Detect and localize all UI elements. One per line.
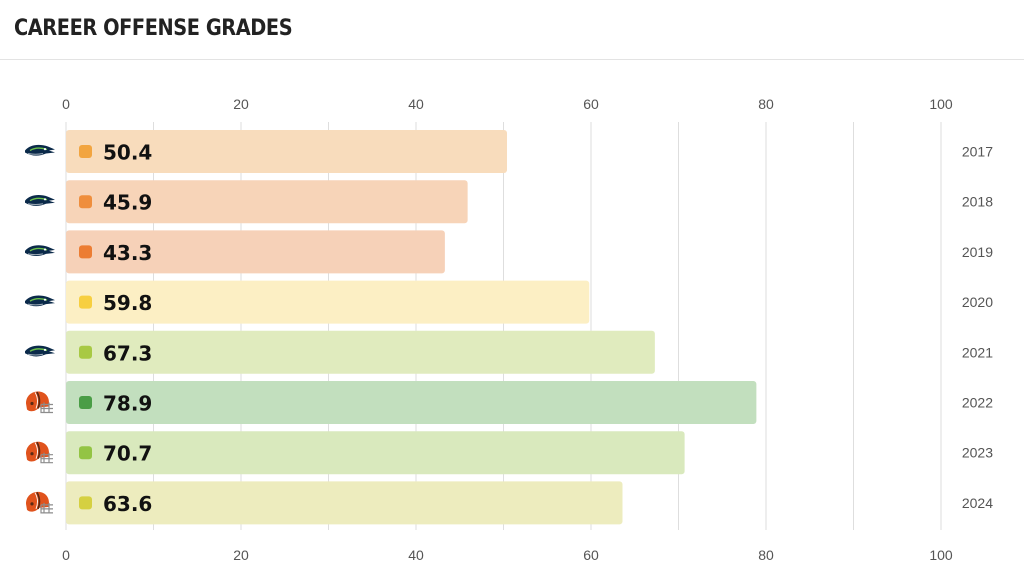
grade-value-label: 43.3 [103,241,152,265]
chart-header: CAREER OFFENSE GRADES [0,0,1024,60]
season-year-label: 2022 [962,395,993,411]
bar-row: 50.4 2017 [25,130,993,173]
browns-helmet-icon [26,441,53,464]
grade-color-dot [79,345,92,359]
season-year-label: 2017 [962,144,993,160]
grade-value-label: 78.9 [103,392,152,416]
grade-color-dot [79,145,92,158]
x-tick-label-bottom: 60 [583,547,599,563]
page-title: CAREER OFFENSE GRADES [14,16,293,41]
bar-row: 45.9 2018 [25,180,993,224]
grade-bar [66,230,445,274]
bar-row: 59.8 2020 [25,280,993,324]
x-tick-label-bottom: 20 [233,547,249,563]
x-tick-label-bottom: 80 [758,547,774,563]
season-year-label: 2024 [962,495,993,511]
season-year-label: 2021 [962,344,993,360]
x-tick-label-top: 60 [583,96,599,112]
grade-color-dot [79,446,92,460]
x-tick-label-top: 20 [233,96,249,112]
grade-color-dot [79,496,92,510]
seahawks-logo-icon [25,195,55,206]
grade-bar [66,381,757,424]
bar-row: 78.9 2022 [26,381,993,424]
grade-color-dot [79,396,92,409]
x-tick-label-bottom: 0 [62,547,70,563]
season-year-label: 2020 [962,294,993,310]
x-tick-label-bottom: 40 [408,547,424,563]
season-year-label: 2019 [962,244,993,260]
bar-row: 63.6 2024 [26,481,993,525]
x-tick-label-top: 100 [929,96,953,112]
bar-row: 67.3 2021 [25,330,993,374]
grade-bar [66,431,685,475]
grade-bar [66,280,590,324]
season-year-label: 2023 [962,445,993,461]
grade-bar [66,130,507,173]
grade-bar [66,481,623,525]
seahawks-logo-icon [25,295,55,307]
grade-value-label: 50.4 [103,141,152,165]
grade-color-dot [79,295,92,309]
grade-color-dot [79,195,92,209]
grade-value-label: 67.3 [103,341,152,365]
grade-value-label: 70.7 [103,442,152,466]
x-tick-label-top: 40 [408,96,424,112]
browns-helmet-icon [26,491,53,514]
grade-value-label: 45.9 [103,191,152,215]
grade-value-label: 59.8 [103,291,152,315]
seahawks-logo-icon [25,345,55,357]
x-tick-label-bottom: 100 [929,547,953,563]
seahawks-logo-icon [25,144,55,156]
grade-bar [66,180,468,224]
seahawks-logo-icon [25,245,55,257]
season-year-label: 2018 [962,194,993,210]
grade-value-label: 63.6 [103,492,152,516]
x-tick-label-top: 0 [62,96,70,112]
grade-bar [66,330,655,374]
x-tick-label-top: 80 [758,96,774,112]
grade-color-dot [79,245,92,259]
browns-helmet-icon [26,391,53,414]
bar-row: 70.7 2023 [26,431,993,475]
bar-row: 43.3 2019 [25,230,993,274]
